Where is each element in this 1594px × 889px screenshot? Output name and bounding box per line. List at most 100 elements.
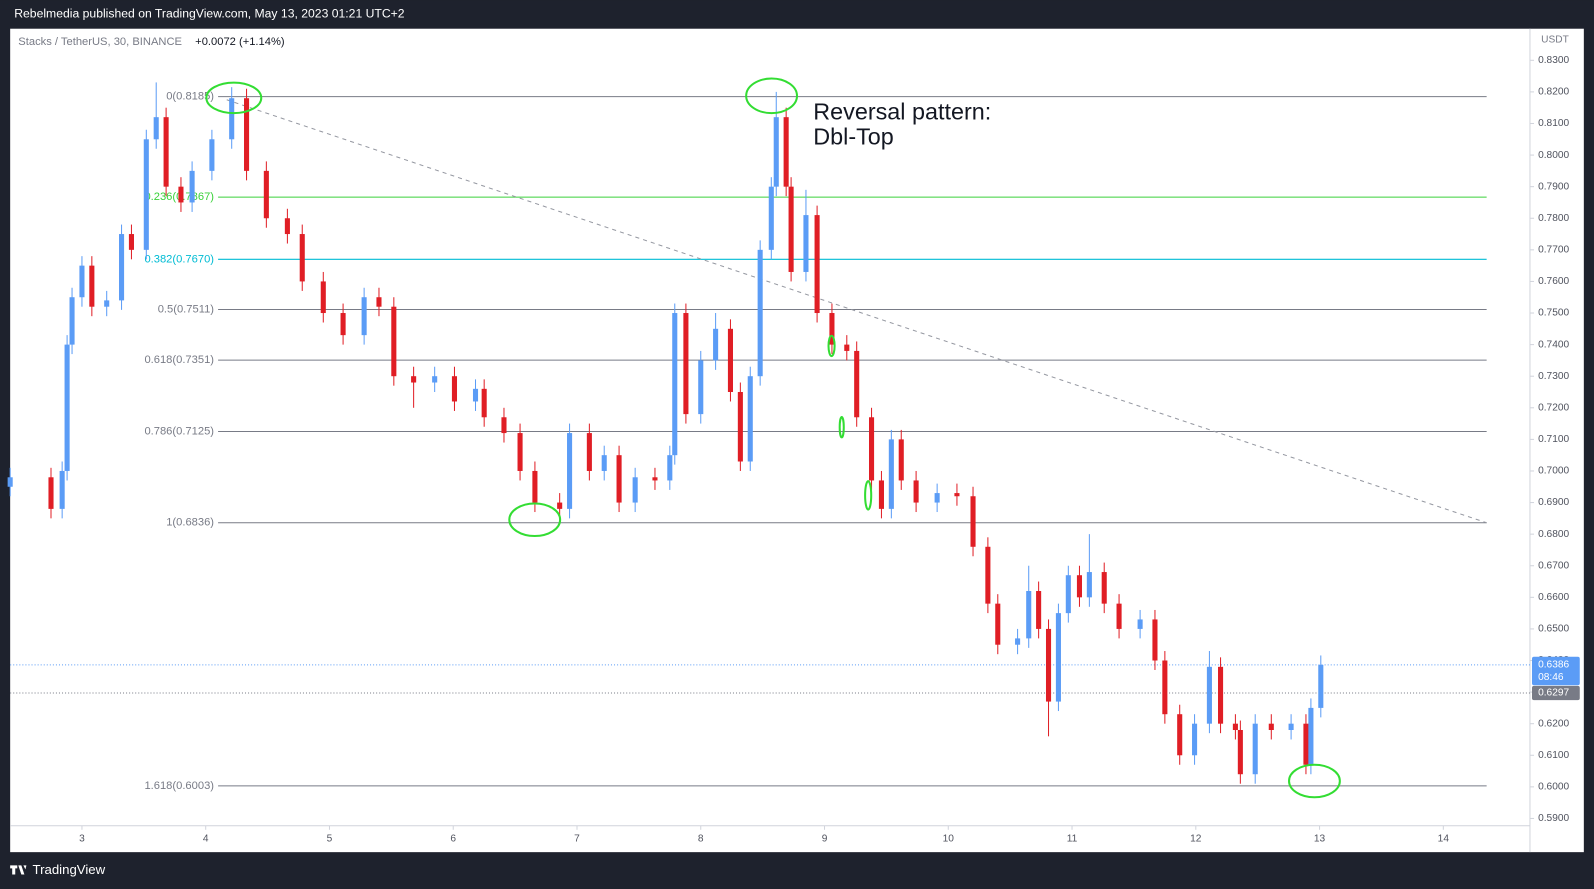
candle-body xyxy=(586,433,592,471)
candle-body xyxy=(229,98,235,140)
circle-drawing xyxy=(827,334,836,358)
candle-body xyxy=(737,391,743,462)
y-tick-label: 0.7300 xyxy=(1538,371,1569,382)
candle-body xyxy=(616,455,622,503)
ref-price-label: 0.6297 xyxy=(1538,688,1569,699)
candle-body xyxy=(652,477,658,481)
candle-body xyxy=(995,603,1001,645)
candle-body xyxy=(64,344,70,471)
candle-body xyxy=(854,350,860,418)
y-tick-label: 0.6900 xyxy=(1538,497,1569,508)
candle-body xyxy=(803,215,809,272)
y-tick-label: 0.7500 xyxy=(1538,308,1569,319)
candle-body xyxy=(1026,591,1032,639)
candle-body xyxy=(7,477,13,487)
y-tick-label: 0.7400 xyxy=(1538,339,1569,350)
candle-body xyxy=(1101,572,1107,604)
candle-body xyxy=(1268,723,1274,731)
candle-body xyxy=(1045,628,1052,702)
candle-body xyxy=(320,281,326,314)
candle-body xyxy=(601,455,607,471)
y-tick-label: 0.6800 xyxy=(1538,529,1569,540)
candle-body xyxy=(1308,707,1314,765)
candle-body xyxy=(1065,575,1071,614)
candle-body xyxy=(361,297,367,336)
fib-label: 0(0.8185) xyxy=(166,91,214,103)
circle-drawing xyxy=(205,81,263,115)
candle-body xyxy=(727,328,733,392)
fib-label: 0.5(0.7511) xyxy=(158,304,215,316)
fib-label: 0.786(0.7125) xyxy=(144,425,214,437)
candle-body xyxy=(672,313,678,456)
circle-drawing xyxy=(745,77,799,115)
countdown-label: 08:46 xyxy=(1538,672,1564,683)
candle-body xyxy=(391,306,397,377)
candle-body xyxy=(1237,730,1243,775)
x-tick-label: 9 xyxy=(822,834,828,845)
y-tick-label: 0.6700 xyxy=(1538,560,1569,571)
candle-body xyxy=(1116,603,1122,629)
candle-body xyxy=(1137,619,1143,629)
candle-body xyxy=(844,344,850,351)
candle-body xyxy=(698,360,704,415)
candle-body xyxy=(472,388,479,402)
candle-body xyxy=(299,234,305,282)
candle-body xyxy=(1076,575,1083,598)
candle-body xyxy=(1055,613,1061,702)
candle-body xyxy=(888,439,894,509)
candle-body xyxy=(970,496,976,547)
candle-body xyxy=(768,186,774,250)
candle-body xyxy=(432,376,438,383)
candle-body xyxy=(119,234,125,301)
candle-body xyxy=(1206,666,1212,724)
candle-body xyxy=(1152,619,1158,661)
candle-body xyxy=(632,477,638,503)
candle-body xyxy=(1303,723,1309,765)
candle-body xyxy=(913,480,919,503)
candle-body xyxy=(683,313,689,415)
logo-icon xyxy=(10,865,27,875)
x-tick-label: 8 xyxy=(698,834,704,845)
x-tick-label: 13 xyxy=(1314,834,1326,845)
fib-label: 1.618(0.6003) xyxy=(144,780,214,792)
x-tick-label: 14 xyxy=(1438,834,1450,845)
candle-body xyxy=(1288,723,1294,731)
candle-body xyxy=(376,297,382,307)
y-tick-label: 0.7000 xyxy=(1538,466,1569,477)
candle-body xyxy=(143,139,149,250)
candle-body xyxy=(814,215,820,314)
trend-line xyxy=(226,99,1487,524)
x-tick-label: 11 xyxy=(1067,834,1078,845)
x-tick-label: 4 xyxy=(203,834,209,845)
y-tick-label: 0.7800 xyxy=(1538,213,1569,224)
fib-label: 0.382(0.7670) xyxy=(144,253,214,265)
candle-body xyxy=(263,170,269,219)
candle-body xyxy=(104,300,110,307)
y-tick-label: 0.6000 xyxy=(1538,782,1569,793)
annotation: Dbl-Top xyxy=(813,124,894,150)
y-tick-label: 0.8300 xyxy=(1538,55,1569,66)
price-unit: USDT xyxy=(1541,35,1569,46)
candle-body xyxy=(79,265,85,298)
y-tick-label: 0.7600 xyxy=(1538,276,1569,287)
fib-label: 1(0.6836) xyxy=(166,517,214,529)
candle-body xyxy=(1162,660,1168,715)
candle-body xyxy=(1015,638,1021,645)
candle-body xyxy=(128,234,134,250)
candle-body xyxy=(284,218,290,235)
publisher: Rebelmedia published on TradingView.com,… xyxy=(14,7,405,21)
candle-body xyxy=(517,433,523,471)
candle-body xyxy=(89,265,95,307)
candle-body xyxy=(1232,723,1238,731)
candle-body xyxy=(189,170,195,203)
candle-body xyxy=(934,493,940,503)
candle-body xyxy=(340,313,346,336)
circle-drawing xyxy=(1288,763,1341,799)
x-tick-label: 6 xyxy=(450,834,456,845)
candle-body xyxy=(713,328,719,361)
candle-body xyxy=(1036,591,1042,629)
candle-body xyxy=(501,417,507,434)
candle-body xyxy=(48,477,54,509)
